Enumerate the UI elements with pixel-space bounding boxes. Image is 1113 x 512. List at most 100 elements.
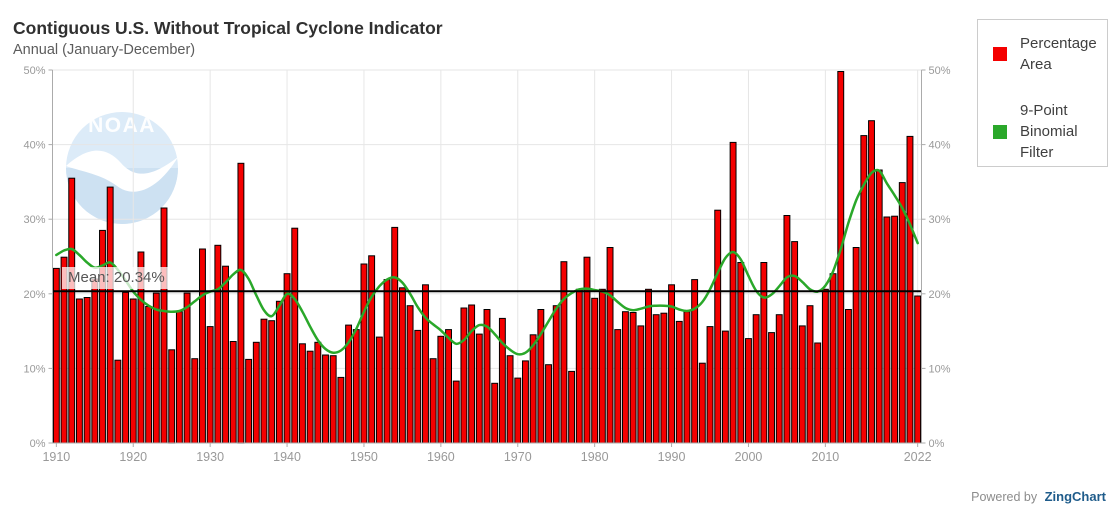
bar-1956[interactable] bbox=[406, 305, 414, 444]
bar-1997[interactable] bbox=[721, 330, 729, 444]
bar-1967[interactable] bbox=[491, 382, 499, 444]
bar-1969[interactable] bbox=[506, 355, 514, 444]
bar-1930[interactable] bbox=[206, 326, 214, 444]
bar-1978[interactable] bbox=[575, 288, 583, 444]
bar-1912[interactable] bbox=[68, 177, 76, 444]
bar-1988[interactable] bbox=[652, 314, 660, 444]
bar-1952[interactable] bbox=[375, 336, 383, 444]
bar-1939[interactable] bbox=[275, 300, 283, 444]
bar-1984[interactable] bbox=[621, 311, 629, 444]
bar-1993[interactable] bbox=[691, 279, 699, 444]
bar-1954[interactable] bbox=[391, 226, 399, 444]
bar-1936[interactable] bbox=[252, 341, 260, 444]
bar-1955[interactable] bbox=[398, 287, 406, 444]
bar-1933[interactable] bbox=[229, 341, 237, 444]
bar-1953[interactable] bbox=[383, 279, 391, 444]
bar-1929[interactable] bbox=[199, 248, 206, 444]
bar-2017[interactable] bbox=[875, 169, 883, 444]
bar-2008[interactable] bbox=[806, 305, 814, 444]
bar-2007[interactable] bbox=[798, 325, 806, 444]
bar-1949[interactable] bbox=[352, 329, 360, 444]
bar-1979[interactable] bbox=[583, 256, 591, 444]
bar-1958[interactable] bbox=[422, 284, 429, 444]
bar-1961[interactable] bbox=[445, 329, 452, 444]
bar-1943[interactable] bbox=[306, 350, 314, 444]
bar-1982[interactable] bbox=[606, 247, 614, 444]
bar-1989[interactable] bbox=[660, 312, 668, 444]
bar-1917[interactable] bbox=[106, 186, 114, 444]
bar-1920[interactable] bbox=[129, 298, 137, 444]
bar-1928[interactable] bbox=[191, 358, 199, 444]
bar-1960[interactable] bbox=[437, 335, 445, 444]
bar-1951[interactable] bbox=[368, 255, 376, 444]
bar-2006[interactable] bbox=[791, 241, 799, 444]
bar-2009[interactable] bbox=[814, 342, 822, 444]
bar-1981[interactable] bbox=[598, 288, 606, 444]
bar-1944[interactable] bbox=[314, 341, 322, 444]
bar-1990[interactable] bbox=[668, 284, 676, 444]
bar-1934[interactable] bbox=[237, 162, 245, 444]
bar-1980[interactable] bbox=[591, 297, 599, 444]
bar-1910[interactable] bbox=[52, 267, 60, 444]
bar-1987[interactable] bbox=[645, 288, 652, 444]
bar-1922[interactable] bbox=[145, 306, 153, 444]
bar-1994[interactable] bbox=[698, 362, 706, 444]
bar-1975[interactable] bbox=[552, 305, 560, 444]
bar-1945[interactable] bbox=[322, 354, 329, 444]
bar-1925[interactable] bbox=[168, 349, 176, 444]
bar-1957[interactable] bbox=[414, 329, 422, 444]
bar-2022[interactable] bbox=[914, 295, 922, 444]
bar-1983[interactable] bbox=[614, 329, 622, 444]
bar-1968[interactable] bbox=[498, 317, 506, 444]
bar-2013[interactable] bbox=[845, 309, 852, 444]
bar-1964[interactable] bbox=[468, 304, 476, 444]
bar-1924[interactable] bbox=[160, 207, 168, 444]
bar-2005[interactable] bbox=[783, 215, 791, 444]
bar-1977[interactable] bbox=[568, 370, 576, 444]
bar-1931[interactable] bbox=[214, 244, 222, 444]
bar-2011[interactable] bbox=[829, 273, 837, 444]
bar-2002[interactable] bbox=[760, 262, 768, 444]
bar-2020[interactable] bbox=[898, 182, 906, 444]
bar-1916[interactable] bbox=[99, 229, 106, 444]
bar-1998[interactable] bbox=[729, 141, 737, 444]
zingchart-brand-link[interactable]: ZingChart bbox=[1044, 489, 1106, 504]
bar-2001[interactable] bbox=[752, 314, 760, 444]
bar-1935[interactable] bbox=[245, 358, 253, 444]
bar-1942[interactable] bbox=[298, 343, 306, 444]
bar-1915[interactable] bbox=[91, 278, 99, 444]
bar-2021[interactable] bbox=[906, 135, 914, 444]
bar-1941[interactable] bbox=[291, 227, 299, 444]
bar-1926[interactable] bbox=[175, 311, 183, 444]
bar-1976[interactable] bbox=[560, 261, 568, 444]
bar-2003[interactable] bbox=[768, 332, 775, 444]
bar-1996[interactable] bbox=[714, 209, 722, 444]
bar-1914[interactable] bbox=[83, 297, 91, 444]
bar-1962[interactable] bbox=[452, 380, 460, 444]
legend-item-binomial-filter[interactable]: 9-Point Binomial Filter bbox=[993, 100, 1099, 164]
bar-1947[interactable] bbox=[337, 376, 345, 444]
bar-1919[interactable] bbox=[122, 291, 130, 444]
bar-1932[interactable] bbox=[222, 265, 229, 444]
bar-1974[interactable] bbox=[545, 364, 552, 444]
bar-1946[interactable] bbox=[329, 355, 337, 444]
bar-1918[interactable] bbox=[114, 359, 122, 444]
bar-1995[interactable] bbox=[706, 326, 714, 444]
bar-1985[interactable] bbox=[629, 312, 637, 444]
bar-1991[interactable] bbox=[675, 320, 683, 444]
bar-2016[interactable] bbox=[868, 120, 875, 444]
bar-1927[interactable] bbox=[183, 292, 191, 444]
bar-2004[interactable] bbox=[775, 314, 783, 444]
bar-1971[interactable] bbox=[522, 360, 529, 444]
bar-1986[interactable] bbox=[637, 325, 645, 444]
bar-1938[interactable] bbox=[268, 320, 276, 444]
legend-item-percentage-area[interactable]: Percentage Area bbox=[993, 33, 1099, 76]
bar-1923[interactable] bbox=[152, 292, 160, 444]
bar-2019[interactable] bbox=[891, 215, 899, 444]
bar-1959[interactable] bbox=[429, 358, 437, 444]
bar-1940[interactable] bbox=[283, 273, 291, 444]
bar-1999[interactable] bbox=[737, 262, 745, 444]
bar-2014[interactable] bbox=[852, 247, 860, 444]
bar-1937[interactable] bbox=[260, 318, 268, 444]
bar-2018[interactable] bbox=[883, 216, 891, 444]
